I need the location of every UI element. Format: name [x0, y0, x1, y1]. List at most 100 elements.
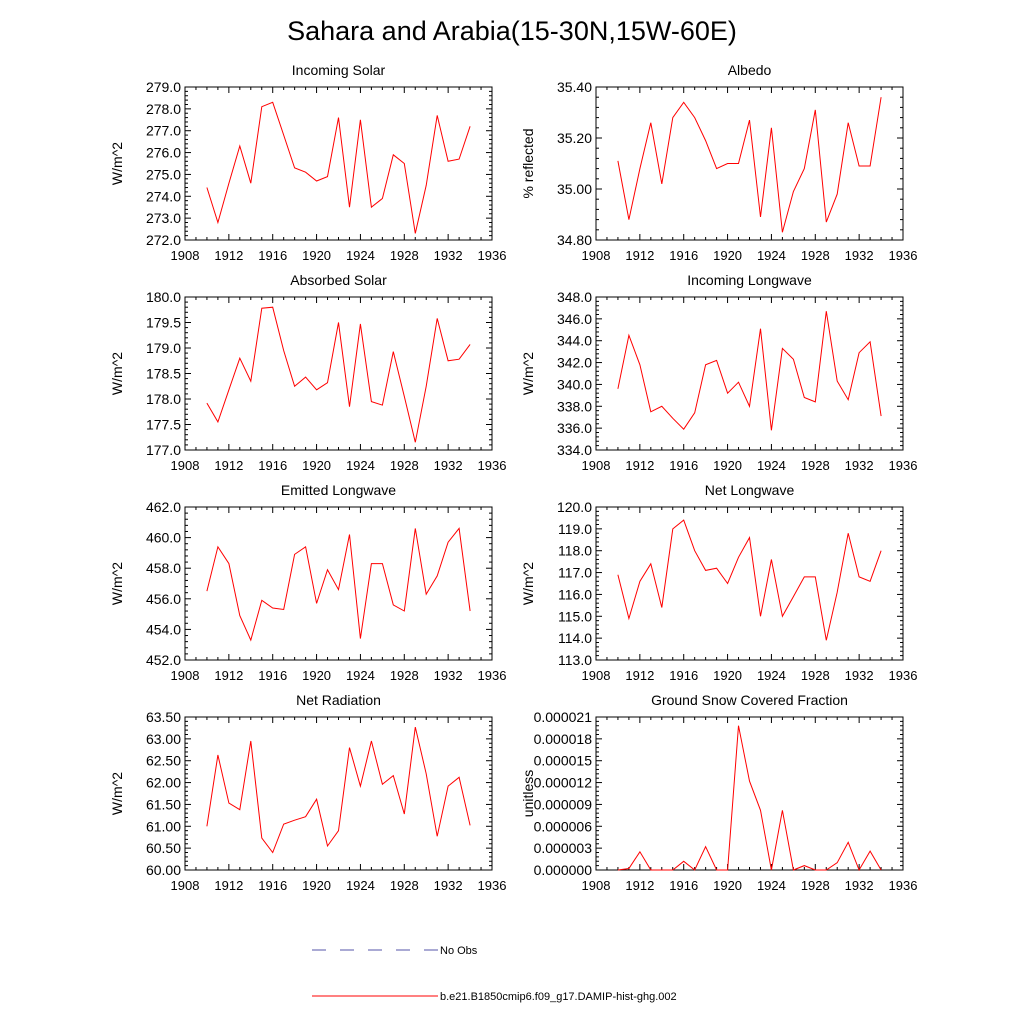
x-tick-label: 1936: [478, 248, 507, 263]
x-tick-label: 1912: [214, 458, 243, 473]
x-tick-label: 1920: [713, 458, 742, 473]
y-tick-label: 119.0: [558, 521, 592, 537]
y-tick-label: 115.0: [558, 608, 592, 624]
y-tick-label: 458.0: [146, 560, 181, 576]
y-axis-label: W/m^2: [520, 562, 536, 605]
y-tick-label: 0.000012: [534, 775, 593, 791]
x-tick-label: 1920: [713, 248, 742, 263]
y-tick-label: 35.00: [557, 181, 592, 197]
x-tick-label: 1928: [390, 668, 419, 683]
series-line: [206, 306, 471, 443]
y-tick-label: 116.0: [558, 586, 592, 602]
y-axis-label: W/m^2: [109, 142, 125, 185]
y-tick-label: 61.00: [146, 818, 181, 834]
y-axis-label: % reflected: [520, 128, 536, 198]
panel-title: Net Radiation: [296, 692, 381, 708]
y-tick-label: 334.0: [557, 442, 592, 458]
y-tick-label: 0.000006: [534, 818, 593, 834]
x-tick-label: 1932: [434, 668, 463, 683]
x-tick-label: 1920: [302, 458, 331, 473]
plot-frame: [184, 716, 493, 871]
x-tick-label: 1916: [258, 878, 287, 893]
y-tick-label: 273.0: [146, 210, 181, 226]
y-tick-label: 279.0: [146, 79, 181, 95]
x-tick-label: 1916: [669, 668, 698, 683]
x-tick-label: 1924: [757, 248, 786, 263]
plot-frame: [595, 716, 904, 871]
y-tick-label: 277.0: [146, 123, 181, 139]
x-tick-label: 1908: [171, 248, 200, 263]
x-tick-label: 1912: [214, 248, 243, 263]
legend: No Obs b.e21.B1850cmip6.f09_g17.DAMIP-hi…: [312, 945, 677, 1003]
y-tick-label: 63.50: [146, 709, 181, 725]
chart-panel-1: Incoming Solar W/m^2 1908 1912 1916 1920 1924 1…: [109, 62, 506, 263]
x-tick-label: 1908: [582, 878, 611, 893]
x-tick-label: 1924: [346, 668, 375, 683]
y-axis-label: W/m^2: [109, 352, 125, 395]
series-line: [617, 519, 882, 641]
x-tick-label: 1924: [757, 458, 786, 473]
x-tick-label: 1916: [258, 458, 287, 473]
chart-panel-2: Albedo % reflected 1908 1912 1916 1920 1924 192…: [520, 62, 917, 263]
x-tick-label: 1908: [171, 458, 200, 473]
y-tick-label: 62.50: [146, 753, 181, 769]
x-tick-label: 1932: [845, 248, 874, 263]
y-tick-label: 0.000009: [534, 796, 593, 812]
series-line: [206, 527, 471, 642]
y-axis-label: W/m^2: [109, 562, 125, 605]
y-tick-label: 274.0: [146, 188, 181, 204]
y-tick-label: 342.0: [557, 355, 592, 371]
figure-title: Sahara and Arabia(15-30N,15W-60E): [287, 16, 737, 46]
plot-frame: [595, 506, 904, 661]
series-line: [617, 725, 882, 872]
x-tick-label: 1928: [390, 878, 419, 893]
y-tick-label: 61.50: [146, 796, 181, 812]
y-tick-label: 60.00: [146, 862, 181, 878]
panel-title: Incoming Longwave: [687, 272, 812, 288]
x-tick-label: 1936: [889, 668, 918, 683]
x-tick-label: 1908: [582, 668, 611, 683]
x-tick-label: 1920: [302, 248, 331, 263]
x-tick-label: 1936: [889, 458, 918, 473]
y-tick-label: 0.000015: [534, 753, 593, 769]
x-tick-label: 1924: [346, 248, 375, 263]
y-tick-label: 114.0: [558, 630, 592, 646]
y-tick-label: 60.50: [146, 840, 181, 856]
x-tick-label: 1932: [845, 458, 874, 473]
y-tick-label: 34.80: [557, 232, 592, 248]
chart-panels: Incoming Solar W/m^2 1908 1912 1916 1920 1924 1…: [109, 62, 917, 893]
y-tick-label: 179.5: [146, 315, 181, 331]
x-tick-label: 1932: [845, 668, 874, 683]
y-tick-label: 35.40: [557, 79, 592, 95]
x-tick-label: 1916: [669, 248, 698, 263]
x-tick-label: 1908: [171, 668, 200, 683]
plot-frame: [184, 506, 493, 661]
x-tick-label: 1912: [625, 878, 654, 893]
panel-title: Ground Snow Covered Fraction: [651, 692, 848, 708]
x-tick-label: 1924: [757, 878, 786, 893]
x-tick-label: 1908: [171, 878, 200, 893]
y-tick-label: 462.0: [146, 499, 181, 515]
x-tick-label: 1928: [801, 668, 830, 683]
x-tick-label: 1932: [434, 878, 463, 893]
x-tick-label: 1916: [669, 878, 698, 893]
chart-panel-3: Absorbed Solar W/m^2 1908 1912 1916 1920 1924 1…: [109, 272, 506, 473]
y-tick-label: 336.0: [557, 420, 592, 436]
x-tick-label: 1928: [801, 458, 830, 473]
y-tick-label: 0.000018: [534, 731, 593, 747]
panel-title: Emitted Longwave: [281, 482, 396, 498]
y-tick-label: 178.0: [146, 391, 181, 407]
x-tick-label: 1912: [214, 668, 243, 683]
x-tick-label: 1932: [434, 458, 463, 473]
y-tick-label: 0.000000: [534, 862, 593, 878]
x-tick-label: 1916: [258, 668, 287, 683]
y-tick-label: 177.0: [146, 442, 181, 458]
x-tick-label: 1912: [625, 248, 654, 263]
series-line: [617, 97, 882, 233]
x-tick-label: 1920: [713, 878, 742, 893]
y-tick-label: 117.0: [558, 565, 592, 581]
x-tick-label: 1932: [434, 248, 463, 263]
x-tick-label: 1924: [757, 668, 786, 683]
y-tick-label: 452.0: [146, 652, 181, 668]
